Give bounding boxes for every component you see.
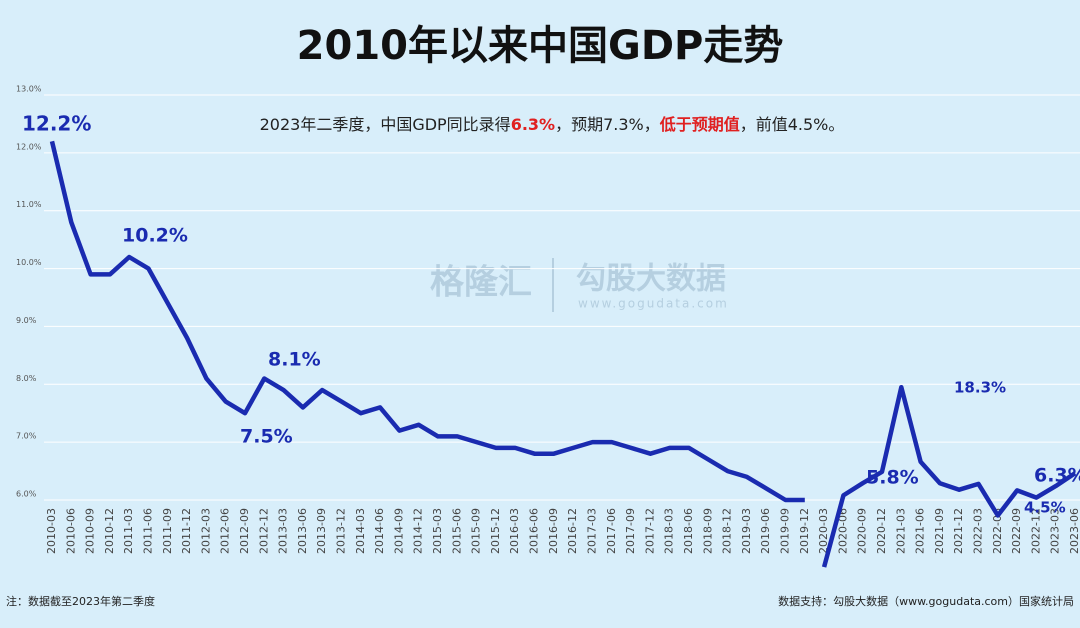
x-tick-label: 2012-06: [219, 508, 232, 554]
x-tick-label: 2011-09: [161, 508, 174, 554]
subtitle-part: 6.3%: [511, 115, 555, 134]
x-tick-label: 2021-12: [952, 508, 965, 554]
x-tick-label: 2016-12: [566, 508, 579, 554]
annotation: 10.2%: [122, 225, 188, 247]
subtitle-part: ，预期7.3%，: [555, 115, 660, 134]
x-tick-label: 2022-03: [971, 508, 984, 554]
subtitle-part: ，前值4.5%。: [740, 115, 845, 134]
annotation: 18.3%: [954, 379, 1006, 397]
x-tick-label: 2015-06: [450, 508, 463, 554]
y-tick-label: 11.0%: [16, 200, 42, 209]
x-tick-label: 2010-12: [103, 508, 116, 554]
x-tick-label: 2020-09: [856, 508, 869, 554]
chart-title: 2010年以来中国GDP走势: [297, 23, 784, 69]
y-tick-label: 10.0%: [16, 258, 42, 267]
annotation: 4.5%: [1024, 499, 1066, 517]
x-tick-label: 2014-03: [354, 508, 367, 554]
x-tick-label: 2019-09: [778, 508, 791, 554]
x-tick-label: 2019-06: [759, 508, 772, 554]
x-tick-label: 2012-09: [238, 508, 251, 554]
x-tick-label: 2011-12: [180, 508, 193, 554]
watermark: 勾股大数据: [576, 262, 726, 297]
y-tick-label: 6.0%: [16, 490, 37, 499]
x-tick-label: 2016-06: [528, 508, 541, 554]
x-tick-label: 2013-06: [296, 508, 309, 554]
x-tick-label: 2018-09: [701, 508, 714, 554]
x-tick-label: 2010-03: [45, 508, 58, 554]
x-tick-label: 2017-09: [624, 508, 637, 554]
x-tick-label: 2021-06: [914, 508, 927, 554]
subtitle-part: 2023年二季度，中国GDP同比录得: [260, 115, 511, 134]
x-tick-label: 2012-12: [257, 508, 270, 554]
annotation: 6.3%: [1034, 465, 1080, 487]
x-tick-label: 2014-09: [392, 508, 405, 554]
x-tick-label: 2013-12: [335, 508, 348, 554]
annotation: 5.8%: [866, 467, 919, 489]
x-tick-label: 2019-03: [740, 508, 753, 554]
x-tick-label: 2018-06: [682, 508, 695, 554]
x-tick-label: 2017-06: [605, 508, 618, 554]
x-tick-label: 2016-09: [547, 508, 560, 554]
x-tick-label: 2010-06: [64, 508, 77, 554]
x-tick-label: 2022-12: [1029, 508, 1042, 554]
x-tick-label: 2017-12: [643, 508, 656, 554]
x-tick-label: 2020-06: [836, 508, 849, 554]
x-tick-label: 2022-06: [991, 508, 1004, 554]
x-tick-label: 2017-03: [585, 508, 598, 554]
x-tick-label: 2014-12: [412, 508, 425, 554]
x-tick-label: 2010-09: [84, 508, 97, 554]
x-tick-label: 2015-12: [489, 508, 502, 554]
x-tick-label: 2015-09: [470, 508, 483, 554]
x-tick-label: 2016-03: [508, 508, 521, 554]
y-tick-label: 13.0%: [16, 85, 42, 94]
watermark: 格隆汇: [430, 263, 532, 303]
x-tick-label: 2013-03: [277, 508, 290, 554]
x-tick-label: 2020-12: [875, 508, 888, 554]
x-tick-label: 2013-09: [315, 508, 328, 554]
x-tick-label: 2011-06: [142, 508, 155, 554]
x-tick-label: 2014-06: [373, 508, 386, 554]
y-tick-label: 8.0%: [16, 374, 37, 383]
x-tick-label: 2019-12: [798, 508, 811, 554]
x-tick-label: 2011-03: [122, 508, 135, 554]
x-tick-label: 2023-06: [1068, 508, 1080, 554]
line-series: [821, 384, 1077, 568]
x-tick-label: 2020-03: [817, 508, 830, 554]
x-tick-label: 2018-12: [721, 508, 734, 554]
footnote: 注：数据截至2023年第二季度: [6, 594, 155, 608]
line-series: [49, 140, 805, 503]
x-tick-label: 2021-09: [933, 508, 946, 554]
y-tick-label: 12.0%: [16, 142, 42, 151]
x-tick-label: 2022-09: [1010, 508, 1023, 554]
x-tick-label: 2018-03: [663, 508, 676, 554]
source: 数据支持：勾股大数据（www.gogudata.com）国家统计局: [778, 594, 1074, 608]
x-tick-label: 2023-03: [1049, 508, 1062, 554]
subtitle: 2023年二季度，中国GDP同比录得6.3%，预期7.3%，低于预期值，前值4.…: [260, 115, 845, 134]
x-tick-label: 2021-03: [894, 508, 907, 554]
subtitle-part: 低于预期值: [659, 115, 740, 134]
annotation: 7.5%: [240, 426, 293, 448]
watermark: www.gogudata.com: [578, 297, 729, 311]
y-tick-label: 7.0%: [16, 432, 37, 441]
x-tick-label: 2015-03: [431, 508, 444, 554]
x-tick-label: 2012-03: [199, 508, 212, 554]
annotation: 12.2%: [22, 112, 91, 136]
annotation: 8.1%: [268, 349, 321, 371]
y-tick-label: 9.0%: [16, 316, 37, 325]
